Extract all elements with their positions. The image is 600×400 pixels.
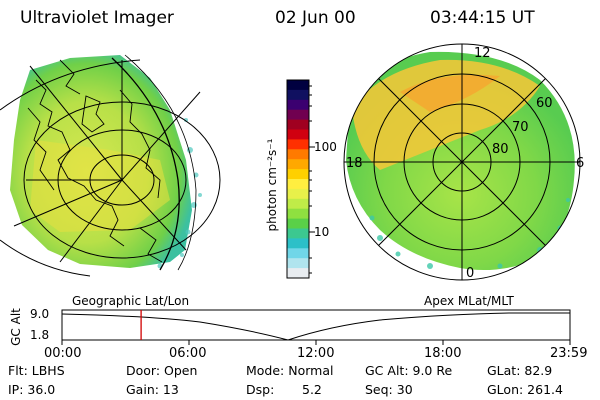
colorbar-segment (287, 149, 309, 160)
colorbar-segment (287, 188, 309, 200)
colorbar-segment (287, 248, 309, 259)
status-ip: IP: 36.0 (8, 382, 56, 397)
colorbar-segment (287, 89, 309, 101)
colorbar-segment (287, 198, 309, 210)
mlat-label-70: 70 (512, 120, 529, 135)
colorbar-segment (287, 80, 309, 91)
status-glon: GLon: 261.4 (487, 382, 563, 397)
timeline-xtick-1200: 12:00 (297, 346, 335, 361)
earth-limb (124, 54, 197, 271)
colorbar-frame (286, 79, 310, 279)
status-gain: Gain: 13 (126, 382, 179, 397)
colorbar-segment (287, 208, 309, 220)
timeline-ytick-9: 9.0 (30, 307, 50, 321)
status-door: Door: Open (126, 363, 198, 378)
observation-time: 03:44:15 UT (430, 8, 535, 28)
timeline-ytick-1-8: 1.8 (30, 328, 50, 342)
colorbar-segment (287, 169, 309, 180)
mlt-label-6: 6 (576, 156, 585, 171)
polar-image-panel (343, 43, 581, 281)
colorbar-segment (287, 99, 309, 111)
mlt-label-12: 12 (474, 46, 491, 61)
status-flt: Flt: LBHS (8, 363, 65, 378)
noon-bright-arc (400, 74, 500, 112)
observation-date: 02 Jun 00 (275, 8, 356, 28)
dayside-bright-band (30, 140, 170, 232)
geographic-image-panel (0, 54, 221, 277)
timeline-xtick-0000: 00:00 (44, 346, 82, 361)
dayside-orange-region (352, 59, 540, 170)
colorbar-tick-label-100: 100 (314, 140, 337, 154)
timeline-xtick-1800: 18:00 (424, 346, 462, 361)
colorbar (287, 80, 309, 279)
mlat-label-80: 80 (492, 142, 509, 157)
apex-panel-label: Apex MLat/MLT (424, 294, 514, 308)
geographic-panel-label: Geographic Lat/Lon (72, 294, 190, 308)
colorbar-segment (287, 258, 309, 269)
colorbar-segment (287, 139, 309, 150)
colorbar-segment (287, 129, 309, 140)
colorbar-segment (287, 268, 309, 279)
status-glat: GLat: 82.9 (487, 363, 553, 378)
colorbar-segment (287, 119, 309, 130)
timeline-xtick-0600: 06:00 (169, 346, 207, 361)
colorbar-segment (287, 238, 309, 249)
coastline-outline (27, 59, 163, 263)
colorbar-minor-ticks (309, 85, 312, 274)
colorbar-segment (287, 228, 309, 239)
status-mode: Mode: Normal (246, 363, 334, 378)
status-gc-alt: GC Alt: 9.0 Re (365, 363, 453, 378)
altitude-curve (61, 312, 570, 341)
status-dsp-value: 5.2 (302, 382, 322, 397)
status-dsp-label: Dsp: (246, 382, 275, 397)
colorbar-segment (287, 109, 309, 121)
colorbar-segment (287, 159, 309, 170)
colorbar-tick-label-10: 10 (314, 225, 330, 239)
timeline-axis-label: GC Alt (9, 308, 23, 346)
status-seq: Seq: 30 (365, 382, 413, 397)
mlt-label-0: 0 (466, 266, 475, 281)
colorbar-segment (287, 179, 309, 190)
timeline-xtick-2359: 23:59 (550, 346, 588, 361)
mlat-label-60: 60 (536, 96, 553, 111)
colorbar-unit-label: photon cm⁻²s⁻¹ (265, 138, 279, 232)
polar-grid (343, 43, 581, 281)
timeline-frame (61, 309, 571, 341)
colorbar-segment (287, 218, 309, 229)
mlt-label-18: 18 (346, 156, 363, 171)
instrument-title: Ultraviolet Imager (20, 8, 174, 28)
timeline-ticks (61, 340, 571, 345)
terminator-line (111, 57, 180, 271)
geographic-grid (0, 59, 221, 277)
